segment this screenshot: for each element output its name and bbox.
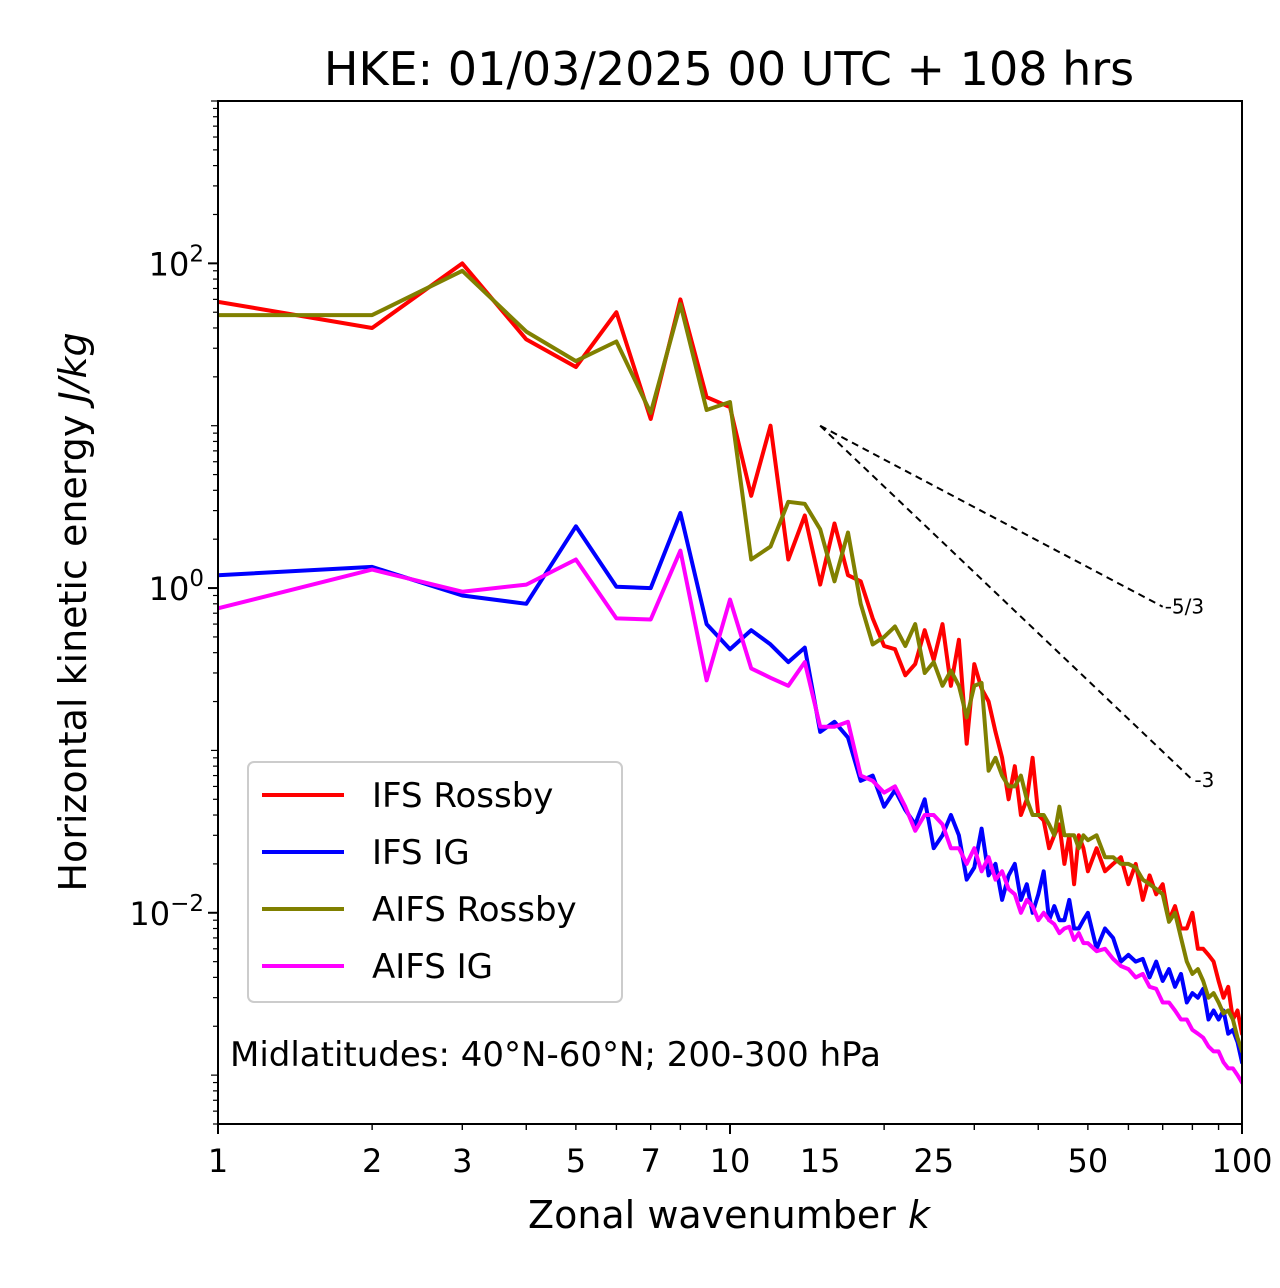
y-axis-label-units: J/kg	[51, 332, 95, 409]
series-line-aifs-ig	[218, 548, 1242, 1085]
chart-title: HKE: 01/03/2025 00 UTC + 108 hrs	[324, 42, 1134, 96]
legend-box	[247, 761, 623, 1003]
y-tick-label: 100	[149, 566, 204, 608]
y-tick-label: 102	[149, 241, 204, 283]
x-tick-label: 2	[362, 1142, 382, 1180]
x-tick-label: 100	[1211, 1142, 1272, 1180]
reference-line-label-1: -5/3	[1165, 595, 1204, 619]
series-line-aifs-rossby	[218, 268, 1242, 1054]
x-axis-label-text: Zonal wavenumber	[528, 1193, 896, 1237]
reference-lines: -5/3 -3	[819, 424, 1214, 792]
reference-line-1	[819, 424, 1164, 608]
x-tick-label: 7	[641, 1142, 661, 1180]
axis-ticks: 1 2 3 5 7 10 15 25 50 100 10−2 100 102	[129, 100, 1273, 1180]
x-tick-label: 50	[1068, 1142, 1109, 1180]
x-tick-label: 10	[710, 1142, 751, 1180]
series-line-ifs-ig	[218, 511, 1242, 1065]
x-axis-label-var: k	[908, 1193, 932, 1237]
y-tick-label: 10−2	[129, 891, 204, 933]
x-tick-label: 5	[566, 1142, 586, 1180]
legend-label-ifs-rossby: IFS Rossby	[372, 776, 553, 816]
legend-label-aifs-ig: AIFS IG	[372, 947, 493, 987]
x-tick-label: 3	[452, 1142, 472, 1180]
y-axis-label: Horizontal kinetic energy J/kg	[51, 332, 95, 891]
x-axis-label: Zonal wavenumber k	[528, 1193, 932, 1237]
series-layer	[218, 261, 1242, 1085]
legend: IFS Rossby IFS IG AIFS Rossby AIFS IG	[247, 761, 623, 1003]
x-tick-label: 15	[800, 1142, 841, 1180]
plot-area: -5/3 -3 1 2 3 5 7 10 15 25 50 100 10−2 100 102	[129, 100, 1273, 1180]
reference-line-2	[819, 424, 1194, 781]
x-tick-label: 25	[913, 1142, 954, 1180]
y-axis-label-text: Horizontal kinetic energy	[51, 415, 95, 892]
reference-line-label-2: -3	[1194, 768, 1214, 792]
legend-label-ifs-ig: IFS IG	[372, 833, 470, 873]
legend-label-aifs-rossby: AIFS Rossby	[372, 890, 577, 930]
x-tick-label: 1	[208, 1142, 228, 1180]
region-annotation: Midlatitudes: 40°N-60°N; 200-300 hPa	[230, 1035, 881, 1075]
